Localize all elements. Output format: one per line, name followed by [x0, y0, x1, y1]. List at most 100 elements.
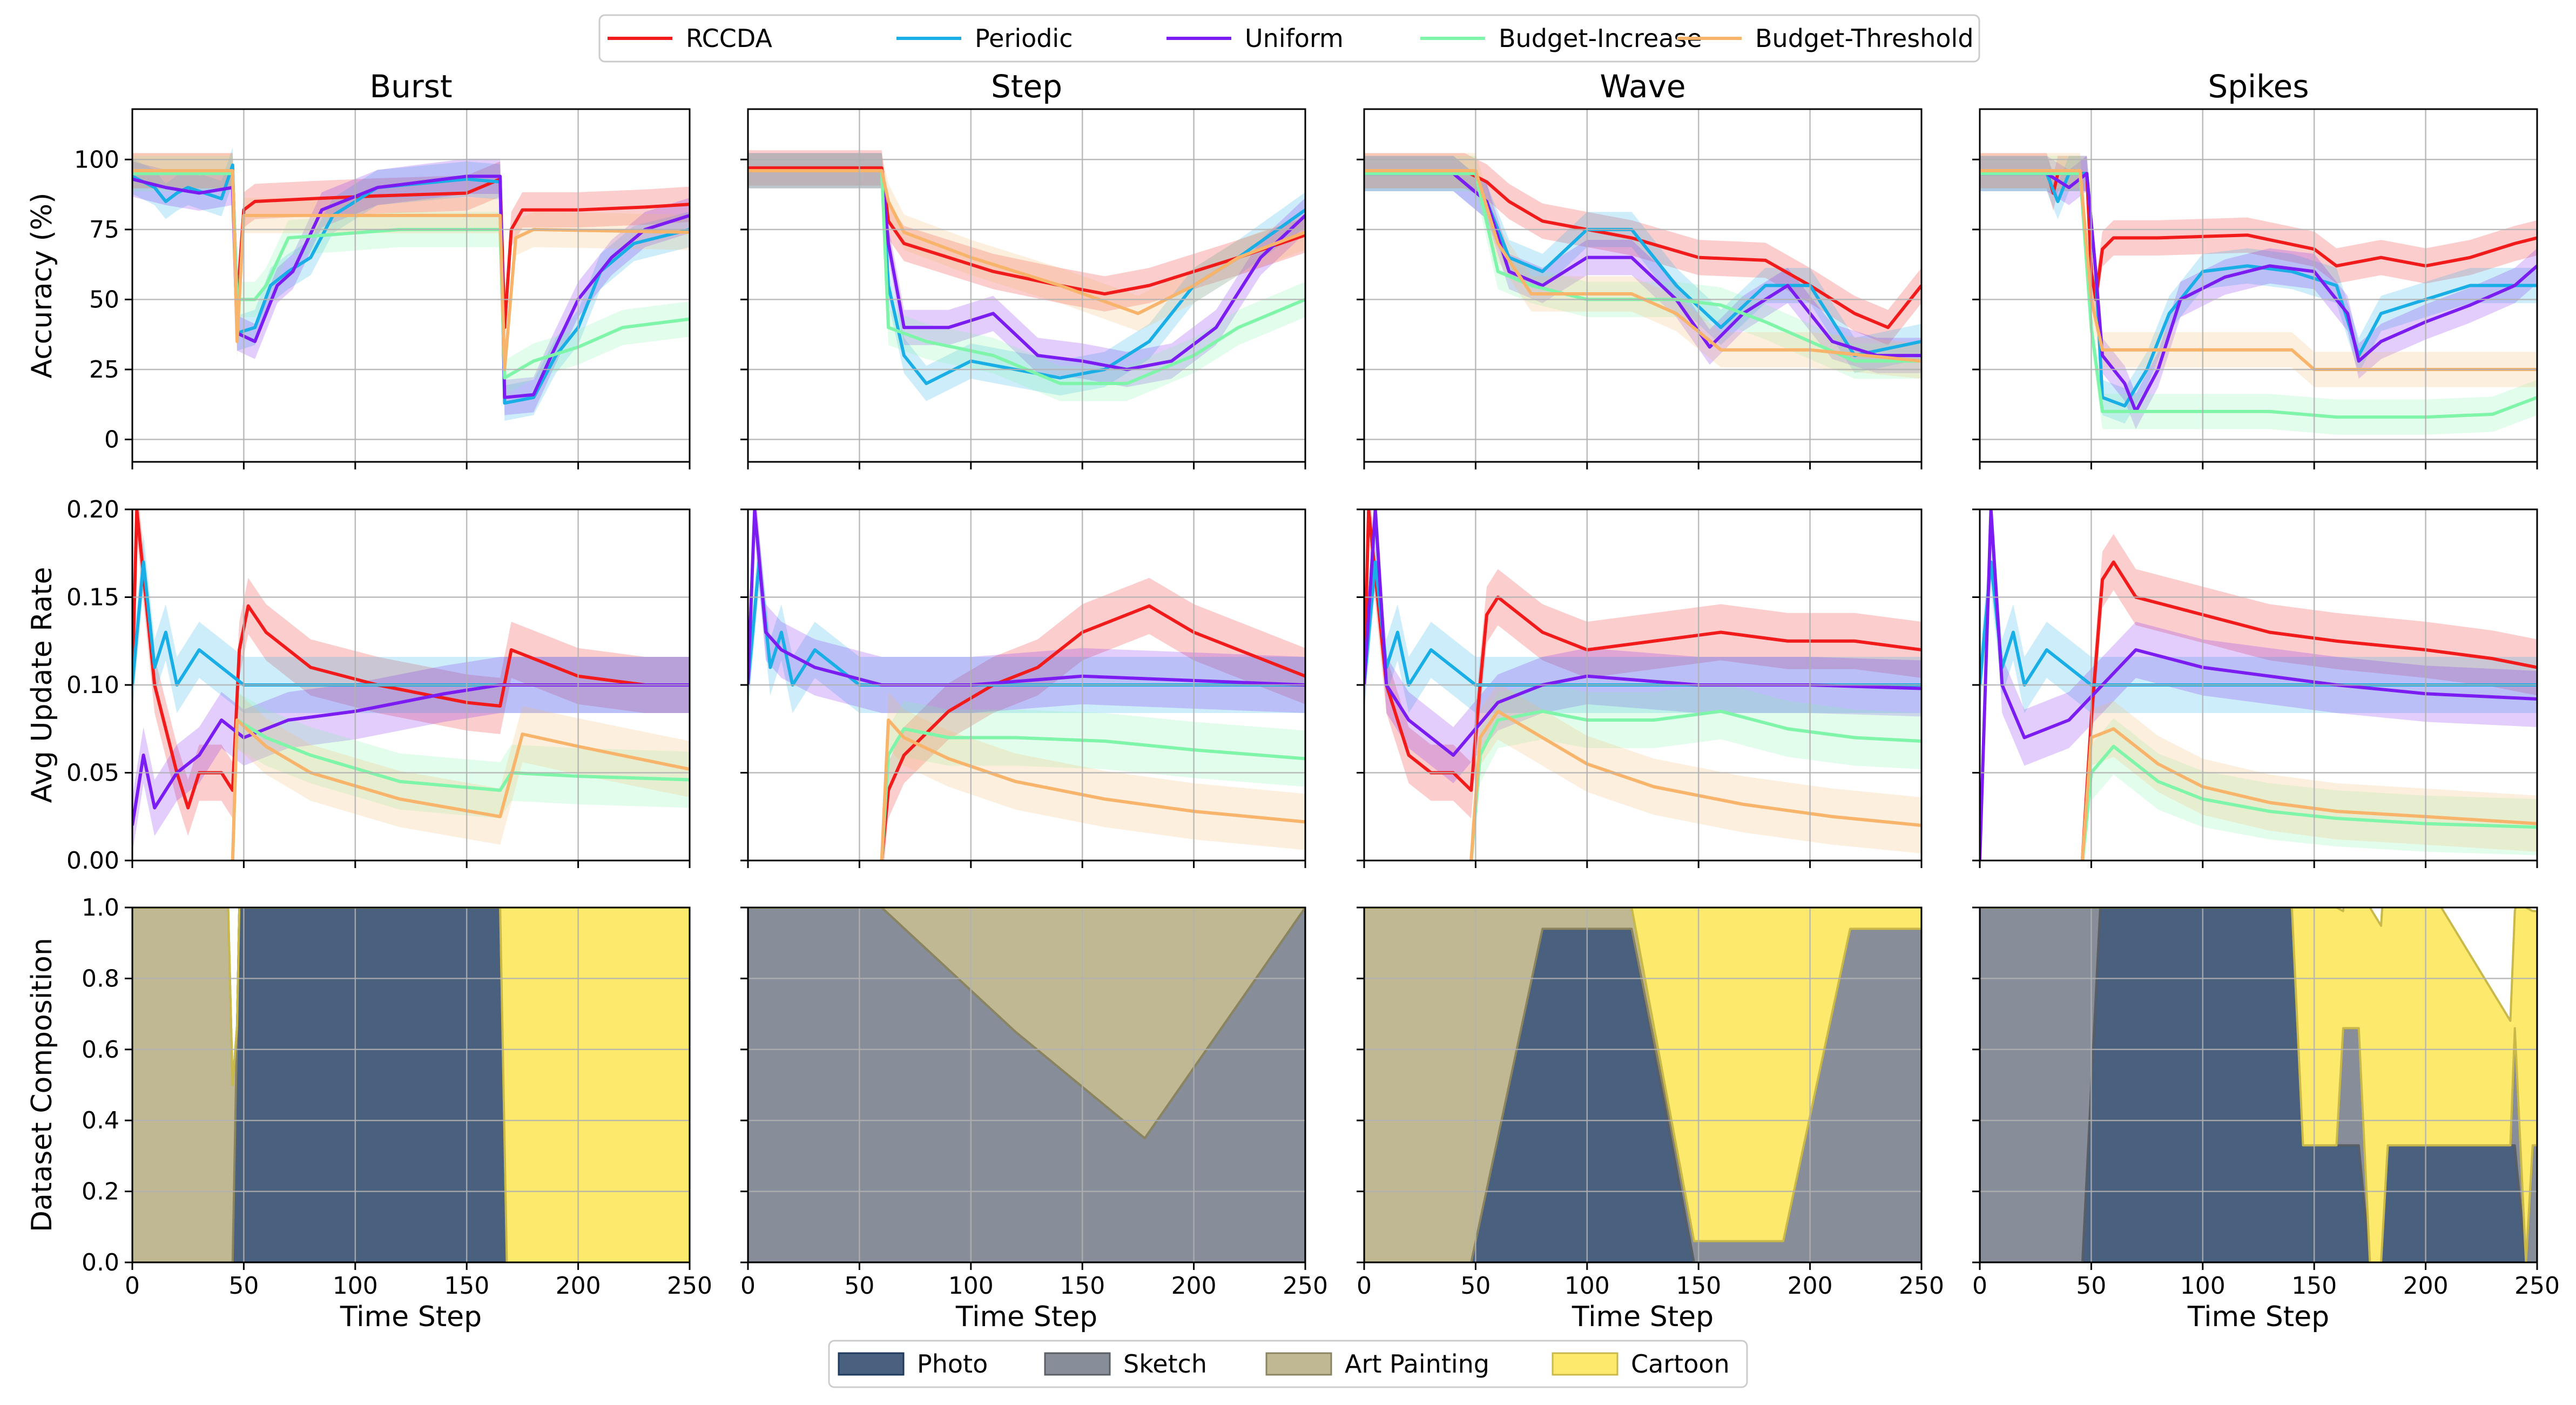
band-uniform: [1364, 156, 1921, 373]
x-tick-label: 150: [444, 1272, 489, 1300]
y-tick-label: 0.05: [66, 759, 119, 787]
ticks: 0 50 100 150 200 250 0.0 0.2 0.4 0.6 0.8 1.0: [82, 894, 712, 1300]
ticks: [740, 158, 1306, 469]
legend-item-rccda: RCCDA: [608, 24, 773, 53]
band-rccda: [1364, 509, 1921, 818]
legend-label: Budget-Increase: [1499, 24, 1702, 53]
line-budget-threshold: [132, 169, 690, 371]
ticks: [1972, 508, 2538, 868]
area-art-painting: [748, 907, 1305, 1140]
x-tick-label: 250: [1283, 1272, 1328, 1300]
legend-swatch: [1552, 1352, 1619, 1376]
area-cartoon: [1980, 907, 2537, 1262]
panel-title-burst: Burst: [369, 68, 452, 105]
panel-burst-acc: 0 25 50 75 100 Accuracy (%): [26, 108, 691, 469]
x-tick-label: 0: [125, 1272, 140, 1300]
panel-wave-rate: [1357, 508, 1923, 868]
band-budget-increase: [132, 156, 690, 396]
legend-label: Art Painting: [1345, 1349, 1489, 1379]
plot-area: [1980, 907, 2537, 1262]
band-budget-increase: [1364, 156, 1921, 379]
plot-area: [748, 509, 1305, 861]
ticks: 0 25 50 75 100: [74, 146, 691, 469]
band-budget-threshold: [2082, 701, 2537, 861]
panel-title-wave: Wave: [1600, 68, 1685, 105]
plot-area: [748, 907, 1305, 1262]
ticks: 0 50 100 150 200 250: [740, 906, 1328, 1300]
x-tick-label: 0: [740, 1272, 756, 1300]
ticks: [1357, 508, 1923, 868]
band-uniform: [132, 657, 690, 853]
line-uniform: [748, 509, 1305, 687]
band-rccda: [748, 150, 1305, 312]
panel-step-comp: 0 50 100 150 200 250 Time Step: [740, 906, 1328, 1333]
line-uniform: [132, 683, 690, 826]
band-periodic: [748, 534, 1305, 713]
x-tick-label: 150: [2291, 1272, 2337, 1300]
plot-area: [1980, 153, 2537, 435]
line-rccda: [1980, 169, 2537, 301]
axes-frame: [131, 108, 691, 463]
y-tick-label: 0.8: [82, 965, 119, 992]
band-budget-threshold: [1980, 153, 2537, 387]
band-uniform: [1980, 156, 2537, 429]
panel-spikes-acc: [1972, 108, 2538, 469]
axes-frame: [1979, 108, 2538, 463]
ticks: [1972, 158, 2538, 469]
plot-area: [1364, 509, 1921, 861]
legend-label: Budget-Threshold: [1755, 24, 1974, 53]
legend-item-periodic: Periodic: [896, 24, 1073, 53]
band-budget-increase: [232, 692, 690, 861]
x-tick-label: 250: [667, 1272, 712, 1300]
panel-burst-comp: 0 50 100 150 200 250 0.0 0.2 0.4 0.6 0.8 1.0 Time St…: [26, 894, 712, 1333]
line-budget-threshold: [1364, 169, 1921, 363]
band-budget-threshold: [881, 692, 1305, 861]
band-periodic: [1364, 534, 1921, 713]
x-tick-label: 200: [1171, 1272, 1217, 1300]
y-tick-label: 0.20: [66, 496, 119, 523]
y-tick-label: 1.0: [82, 894, 119, 922]
band-rccda: [1364, 153, 1921, 345]
y-tick-label: 0.4: [82, 1107, 119, 1134]
band-rccda: [1980, 153, 2537, 318]
axes-frame: [1363, 906, 1923, 1263]
band-budget-increase: [748, 153, 1305, 401]
y-axis-label-acc: Accuracy (%): [26, 193, 58, 379]
band-periodic: [132, 534, 690, 713]
line-rccda: [880, 604, 1305, 861]
legend-swatch: [1044, 1352, 1111, 1376]
y-tick-label: 100: [74, 146, 119, 173]
method-legend: RCCDA Periodic Uniform Budget-Increase Budge…: [598, 14, 1980, 63]
plot-area: [132, 147, 690, 421]
y-tick-label: 0.6: [82, 1036, 119, 1064]
plot-area: [1364, 153, 1921, 379]
x-tick-label: 150: [1676, 1272, 1721, 1300]
y-tick-label: 0.0: [82, 1249, 119, 1276]
band-uniform: [132, 158, 690, 415]
x-tick-label: 200: [556, 1272, 601, 1300]
line-uniform: [1364, 172, 1921, 358]
axes-frame: [131, 906, 691, 1263]
axes-frame: [1979, 906, 2538, 1263]
band-budget-increase: [1980, 156, 2537, 435]
domain-legend: Photo Sketch Art Painting Cartoon: [828, 1340, 1748, 1388]
plot-area: [132, 907, 690, 1262]
x-axis-label: Time Step: [1572, 1301, 1714, 1333]
line-budget-increase: [880, 727, 1305, 861]
x-tick-label: 100: [2180, 1272, 2226, 1300]
line-uniform: [1980, 509, 2537, 861]
legend-label: Periodic: [975, 24, 1073, 53]
x-axis-label: Time Step: [955, 1301, 1097, 1333]
axes-frame: [747, 108, 1306, 463]
legend-item-budget-threshold: Budget-Threshold: [1677, 24, 1974, 53]
y-tick-label: 0: [104, 426, 119, 454]
y-axis-label-comp: Dataset Composition: [26, 938, 58, 1232]
ticks: [740, 508, 1306, 868]
legend-label: Sketch: [1123, 1349, 1207, 1379]
x-tick-label: 0: [1972, 1272, 1987, 1300]
band-rccda: [132, 509, 690, 836]
panel-step-rate: [740, 508, 1306, 868]
